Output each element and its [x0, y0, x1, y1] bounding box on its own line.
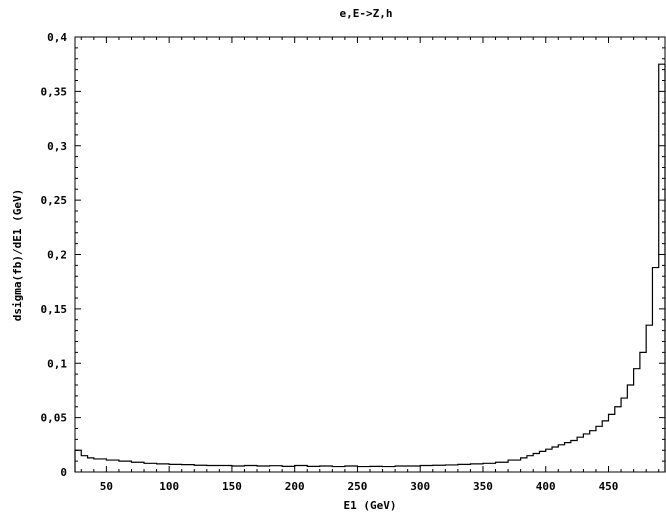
x-tick-label: 50	[100, 480, 113, 493]
chart-title: e,E->Z,h	[340, 7, 393, 20]
y-tick-label: 0,4	[47, 31, 67, 44]
y-tick-label: 0,25	[41, 194, 68, 207]
x-axis-title: E1 (GeV)	[344, 499, 397, 512]
plot-frame	[74, 36, 666, 473]
y-axis: 0 0,05 0,1 0,15 0,2 0,25 0,3 0,35 0,4	[41, 31, 665, 479]
x-tick-label: 300	[410, 480, 430, 493]
y-tick-label: 0,2	[47, 249, 67, 262]
x-axis: 50 100 150 200 250 300 350 400 450	[80, 37, 660, 493]
y-tick-label: 0	[60, 466, 67, 479]
x-tick-label: 350	[473, 480, 493, 493]
histogram-series-line	[74, 63, 666, 472]
x-tick-label: 400	[536, 480, 556, 493]
x-tick-label: 150	[222, 480, 242, 493]
y-tick-label: 0,15	[41, 303, 68, 316]
y-tick-label: 0,1	[47, 357, 67, 370]
y-axis-title: dsigma(fb)/dE1 (GeV)	[11, 189, 24, 321]
x-tick-label: 200	[285, 480, 305, 493]
y-tick-label: 0,3	[47, 140, 67, 153]
y-tick-label: 0,05	[41, 412, 68, 425]
x-tick-label: 450	[599, 480, 619, 493]
x-tick-label: 100	[159, 480, 179, 493]
x-tick-label: 250	[348, 480, 368, 493]
y-tick-label: 0,35	[41, 85, 68, 98]
